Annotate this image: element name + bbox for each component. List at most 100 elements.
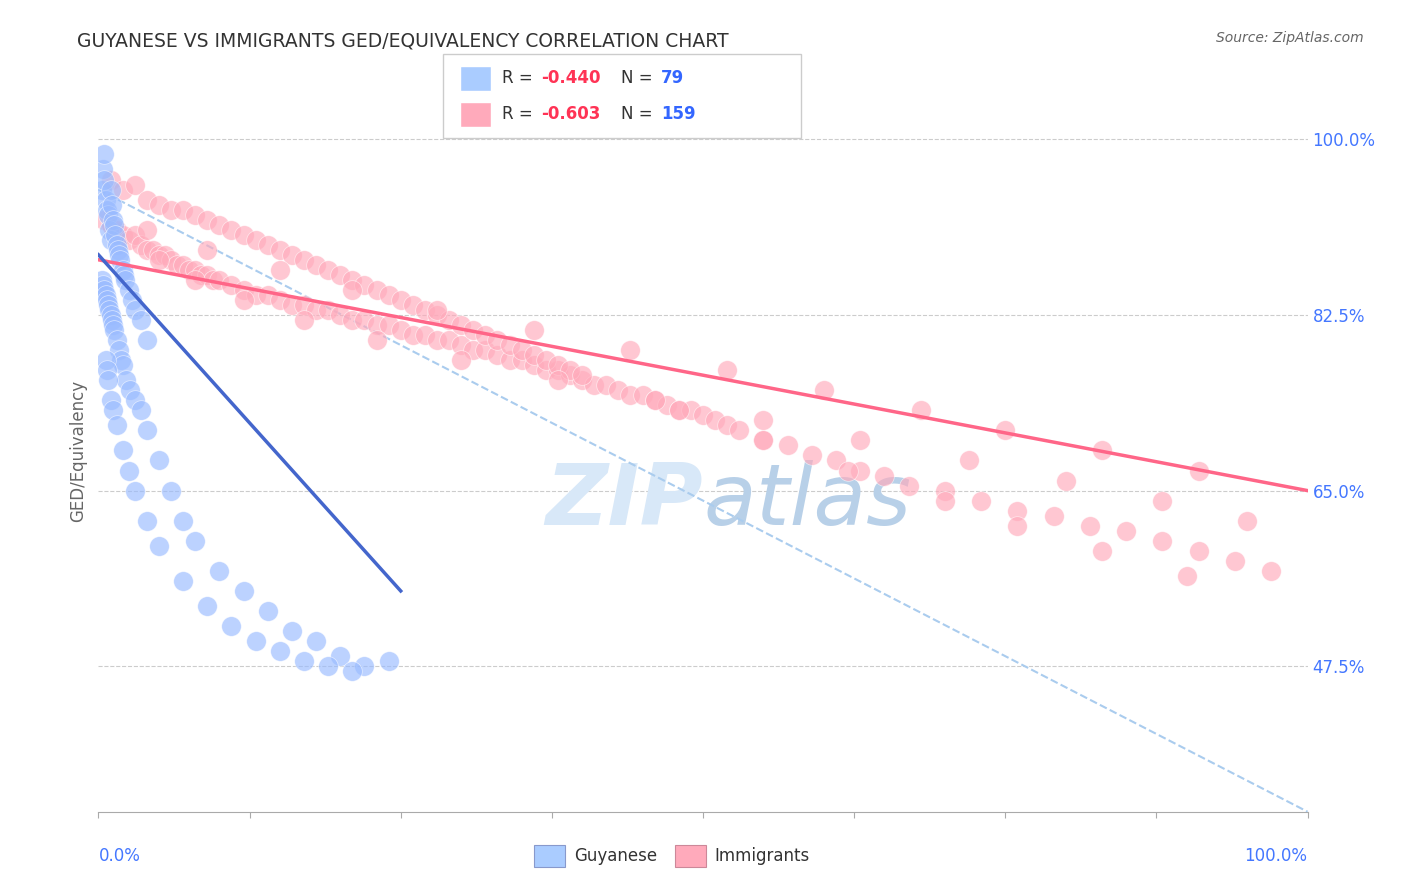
- Point: [897, 478, 920, 492]
- Point: [595, 378, 617, 392]
- Point: [1007, 503, 1029, 517]
- Point: [124, 227, 146, 242]
- Point: [413, 328, 436, 343]
- Text: Immigrants: Immigrants: [714, 847, 810, 865]
- Point: [101, 318, 124, 332]
- Point: [195, 599, 218, 613]
- Point: [100, 393, 122, 408]
- Point: [269, 293, 291, 307]
- Point: [100, 233, 122, 247]
- Point: [148, 539, 170, 553]
- Y-axis label: GED/Equivalency: GED/Equivalency: [69, 379, 87, 522]
- Point: [716, 363, 738, 377]
- Point: [305, 634, 328, 648]
- Point: [377, 288, 399, 302]
- Text: 100.0%: 100.0%: [1244, 847, 1308, 865]
- Point: [583, 378, 606, 392]
- Point: [115, 373, 138, 387]
- Point: [1007, 518, 1029, 533]
- Point: [558, 368, 581, 383]
- Point: [124, 393, 146, 408]
- Point: [232, 293, 254, 307]
- Point: [316, 659, 339, 673]
- Point: [135, 514, 157, 528]
- Point: [135, 424, 157, 438]
- Point: [105, 418, 128, 433]
- Point: [523, 348, 546, 362]
- Point: [269, 243, 291, 257]
- Point: [934, 483, 956, 498]
- Text: ZIP: ZIP: [546, 459, 703, 542]
- Point: [221, 619, 243, 633]
- Text: R =: R =: [502, 105, 538, 123]
- Point: [179, 263, 201, 277]
- Point: [96, 202, 118, 217]
- Point: [752, 434, 775, 448]
- Point: [184, 273, 207, 287]
- Point: [474, 343, 496, 358]
- Point: [111, 182, 134, 196]
- Point: [510, 343, 533, 358]
- Point: [523, 323, 546, 337]
- Point: [377, 654, 399, 668]
- Point: [103, 218, 125, 232]
- Text: 159: 159: [661, 105, 696, 123]
- Point: [208, 564, 231, 578]
- Point: [342, 283, 364, 297]
- Point: [474, 328, 496, 343]
- Point: [94, 193, 117, 207]
- Point: [121, 293, 143, 307]
- Point: [534, 363, 557, 377]
- Point: [107, 243, 129, 257]
- Point: [148, 248, 170, 262]
- Point: [728, 424, 751, 438]
- Point: [1152, 493, 1174, 508]
- Point: [292, 298, 315, 312]
- Point: [547, 358, 569, 372]
- Point: [256, 237, 278, 252]
- Point: [100, 218, 122, 232]
- Text: GUYANESE VS IMMIGRANTS GED/EQUIVALENCY CORRELATION CHART: GUYANESE VS IMMIGRANTS GED/EQUIVALENCY C…: [77, 31, 728, 50]
- Point: [668, 403, 690, 417]
- Point: [105, 237, 128, 252]
- Point: [366, 318, 388, 332]
- Point: [1115, 524, 1137, 538]
- Point: [124, 483, 146, 498]
- Point: [655, 398, 678, 412]
- Point: [305, 258, 328, 272]
- Point: [402, 328, 425, 343]
- Point: [245, 634, 267, 648]
- Point: [96, 293, 118, 307]
- Point: [232, 283, 254, 297]
- Point: [184, 263, 207, 277]
- Point: [353, 659, 375, 673]
- Point: [160, 202, 183, 217]
- Point: [644, 393, 666, 408]
- Point: [105, 333, 128, 347]
- Point: [100, 197, 122, 211]
- Point: [498, 353, 520, 368]
- Point: [329, 649, 352, 664]
- Point: [202, 273, 225, 287]
- Point: [112, 268, 135, 282]
- Point: [668, 403, 690, 417]
- Text: N =: N =: [621, 105, 658, 123]
- Point: [292, 654, 315, 668]
- Point: [100, 313, 122, 327]
- Point: [389, 323, 412, 337]
- Point: [402, 298, 425, 312]
- Point: [172, 574, 194, 588]
- Point: [269, 644, 291, 658]
- Point: [91, 162, 114, 177]
- Point: [486, 333, 509, 347]
- Point: [100, 308, 122, 322]
- Point: [97, 208, 120, 222]
- Point: [426, 333, 449, 347]
- Point: [776, 438, 799, 452]
- Point: [366, 333, 388, 347]
- Point: [160, 483, 183, 498]
- Point: [631, 388, 654, 402]
- Point: [96, 363, 118, 377]
- Point: [450, 318, 472, 332]
- Point: [1042, 508, 1064, 523]
